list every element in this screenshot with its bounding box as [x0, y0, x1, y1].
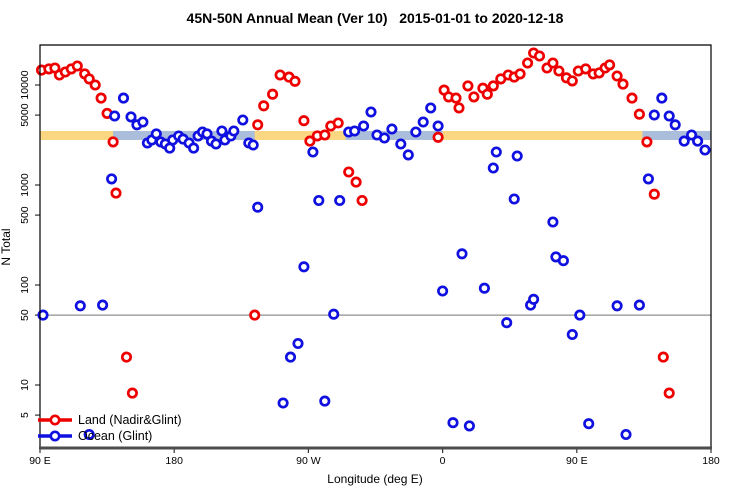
land-series-key-icon — [38, 414, 72, 426]
svg-text:10000: 10000 — [19, 70, 31, 99]
legend: Land (Nadir&Glint) Ocean (Glint) — [38, 412, 182, 444]
svg-text:180: 180 — [165, 455, 183, 467]
svg-text:10: 10 — [19, 379, 31, 391]
legend-label-land: Land (Nadir&Glint) — [78, 413, 182, 427]
svg-text:1000: 1000 — [19, 173, 31, 197]
svg-text:90 W: 90 W — [296, 455, 321, 467]
ocean-points — [37, 92, 711, 441]
land-points — [35, 47, 675, 399]
plot-border — [39, 44, 712, 448]
svg-text:0: 0 — [440, 455, 446, 467]
x-axis-title: Longitude (deg E) — [327, 472, 423, 486]
legend-item-ocean: Ocean (Glint) — [38, 428, 182, 444]
svg-text:100: 100 — [19, 276, 31, 294]
svg-text:50: 50 — [19, 309, 31, 321]
legend-item-land: Land (Nadir&Glint) — [38, 412, 182, 428]
y-axis-title: N Total — [0, 228, 13, 266]
legend-label-ocean: Ocean (Glint) — [78, 429, 153, 443]
svg-text:180: 180 — [702, 455, 720, 467]
y-axis: 5 10 50 100 500 1000 5000 10000 — [19, 70, 40, 418]
x-axis: 90 E 180 90 W 0 90 E 180 — [29, 448, 720, 467]
ocean-series-key-icon — [38, 430, 72, 442]
svg-text:90 E: 90 E — [29, 455, 51, 467]
svg-text:500: 500 — [19, 206, 31, 224]
svg-text:5: 5 — [19, 412, 31, 418]
svg-text:90 E: 90 E — [566, 455, 588, 467]
svg-text:5000: 5000 — [19, 103, 31, 127]
chart-title: 45N-50N Annual Mean (Ver 10) 2015-01-01 … — [186, 10, 564, 26]
